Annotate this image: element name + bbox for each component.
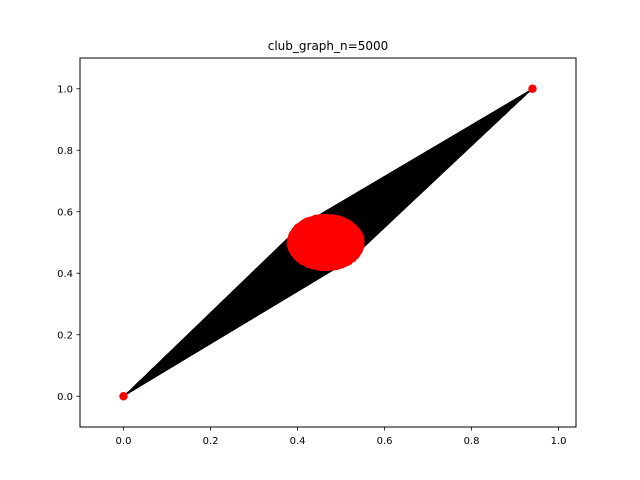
cluster-node [296,224,305,234]
hub-edges-1 [291,88,533,268]
cluster-node [352,232,361,241]
cluster-node [306,251,315,260]
cluster-node [312,241,321,250]
cluster-node [321,253,331,262]
cluster-node [343,250,353,259]
cluster-node [287,232,297,241]
cluster-node [322,217,331,227]
cluster-node [321,227,331,236]
cluster-node [298,253,308,262]
cluster-node [332,242,342,251]
chart-title: club_graph_n=5000 [268,39,388,53]
graph-nodes [119,84,537,401]
cluster-node [337,251,347,260]
cluster-node [309,219,318,228]
hub-edges-0 [123,217,361,397]
cluster-node [350,224,359,233]
cluster-node [303,226,313,236]
plot-area [119,84,537,401]
graph-edges [123,88,533,397]
